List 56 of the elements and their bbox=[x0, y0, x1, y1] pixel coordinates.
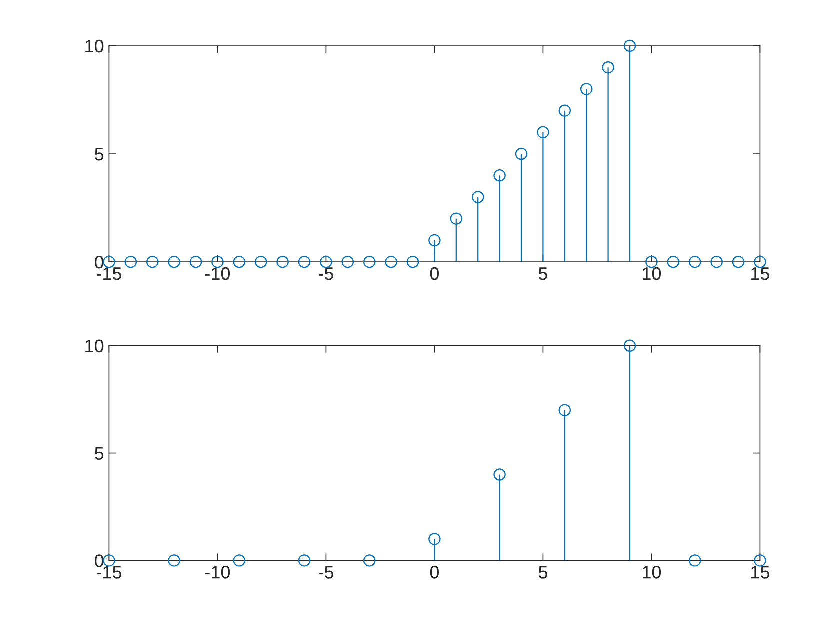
point bbox=[667, 256, 680, 268]
point bbox=[254, 256, 268, 268]
x-tick-label: 5 bbox=[538, 268, 548, 280]
point bbox=[298, 554, 311, 567]
point bbox=[276, 256, 289, 268]
point bbox=[732, 256, 745, 268]
point bbox=[124, 256, 138, 268]
point bbox=[233, 256, 246, 268]
point bbox=[385, 256, 398, 268]
x-tick-label: 5 bbox=[538, 566, 548, 579]
x-tick-label: 0 bbox=[430, 566, 440, 579]
point bbox=[472, 191, 484, 204]
point bbox=[363, 554, 376, 567]
point bbox=[428, 533, 441, 546]
point bbox=[494, 170, 506, 182]
x-tick-label: -10 bbox=[205, 566, 230, 579]
point bbox=[168, 554, 180, 567]
point bbox=[537, 126, 550, 139]
x-tick-label: -5 bbox=[318, 268, 334, 280]
y-tick-label: 0 bbox=[95, 256, 104, 269]
point bbox=[580, 83, 593, 96]
point bbox=[602, 61, 614, 74]
point bbox=[233, 554, 246, 567]
point bbox=[558, 404, 572, 416]
point bbox=[624, 40, 636, 52]
x-tick-label: 15 bbox=[752, 268, 770, 280]
point bbox=[688, 256, 702, 268]
point bbox=[450, 212, 463, 225]
point bbox=[428, 234, 441, 247]
y-tick-label: 0 bbox=[95, 554, 104, 568]
point bbox=[363, 256, 376, 268]
y-tick-label: 10 bbox=[86, 340, 104, 353]
point bbox=[168, 256, 180, 268]
point bbox=[558, 104, 572, 117]
point bbox=[190, 256, 202, 268]
point bbox=[406, 256, 420, 268]
x-tick-label: 0 bbox=[430, 267, 440, 280]
point bbox=[688, 554, 702, 567]
y-tick-label: 5 bbox=[95, 447, 104, 460]
point bbox=[342, 256, 354, 268]
point bbox=[515, 148, 528, 160]
point bbox=[320, 256, 332, 268]
point bbox=[624, 340, 636, 352]
point bbox=[298, 256, 311, 268]
x-tick-label: -15 bbox=[96, 268, 122, 280]
point bbox=[710, 256, 723, 268]
y-tick-label: 10 bbox=[86, 40, 104, 53]
point bbox=[146, 256, 159, 268]
x-tick-label: 10 bbox=[643, 267, 662, 280]
y-tick-label: 5 bbox=[95, 148, 104, 161]
point bbox=[494, 468, 506, 481]
x-tick-label: -15 bbox=[96, 566, 122, 579]
x-tick-label: -10 bbox=[205, 267, 230, 280]
x-tick-label: 15 bbox=[752, 566, 770, 579]
x-tick-label: 10 bbox=[643, 566, 662, 579]
x-tick-label: -5 bbox=[318, 566, 334, 579]
